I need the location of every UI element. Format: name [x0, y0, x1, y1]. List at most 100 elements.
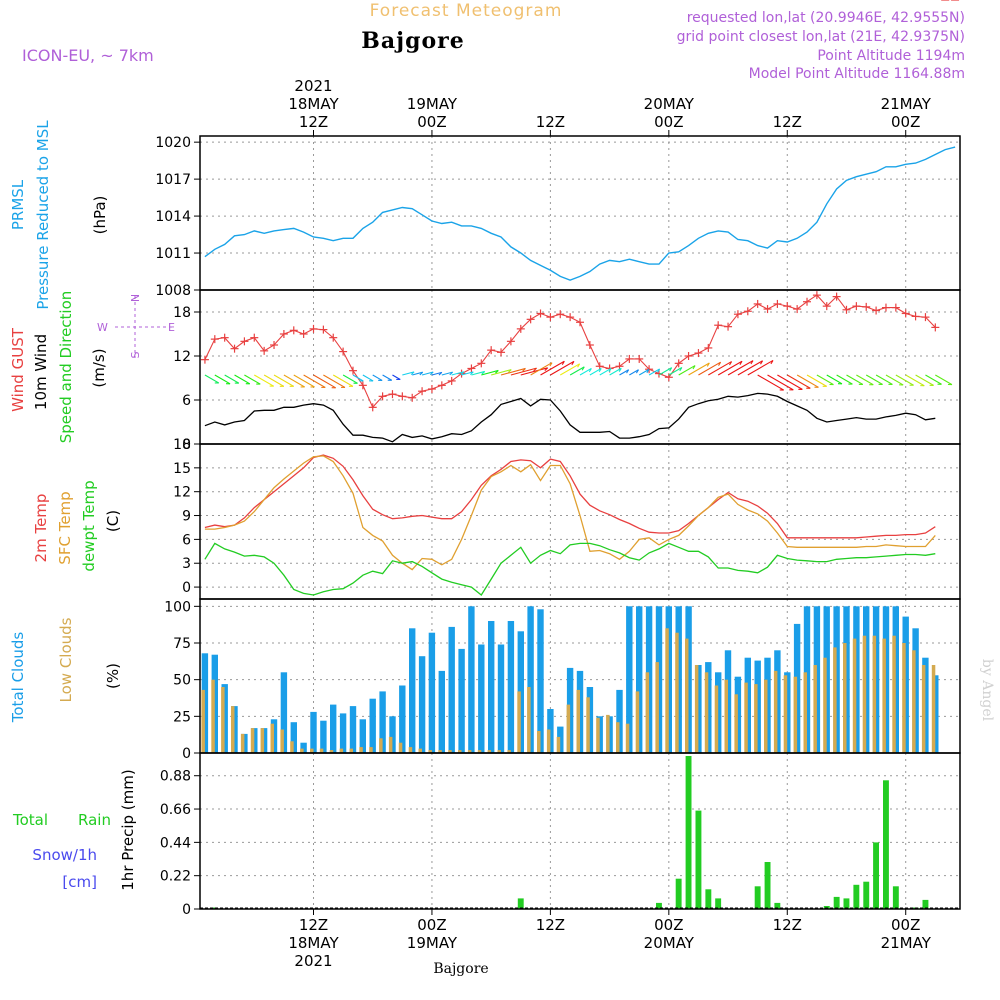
- low-cloud-bar: [645, 672, 650, 753]
- wind-arrow-head: [608, 368, 612, 373]
- time-label: 12Z: [536, 113, 565, 131]
- low-cloud-bar: [339, 748, 344, 753]
- time-label: 12Z: [773, 113, 802, 131]
- low-cloud-bar: [902, 643, 906, 753]
- low-cloud-bar: [783, 675, 788, 753]
- low-cloud-bar: [507, 750, 511, 753]
- low-cloud-bar: [477, 750, 482, 753]
- low-cloud-bar: [685, 638, 689, 753]
- wind-arrow: [865, 374, 883, 385]
- wind-arrow: [619, 369, 629, 376]
- wind-arrow: [806, 374, 827, 387]
- wind-arrow: [313, 374, 336, 389]
- wind-arrow: [678, 365, 696, 376]
- total-cloud-bar: [793, 623, 801, 753]
- total-cloud-bar: [586, 687, 594, 753]
- wind-arrow: [668, 367, 683, 376]
- wind-gust-label: Wind GUST: [9, 327, 27, 412]
- total-cloud-bar: [339, 713, 347, 753]
- wind-arrow: [727, 360, 754, 376]
- low-cloud-bar: [586, 697, 590, 753]
- low-cloud-bar: [793, 676, 798, 753]
- precip-bar: [892, 886, 899, 909]
- low-cloud-bar: [349, 748, 353, 753]
- total-cloud-bar: [310, 711, 317, 753]
- total-cloud-bar: [290, 722, 297, 753]
- wind-arrow: [244, 374, 261, 385]
- time-label: 2021: [294, 952, 332, 970]
- panel-temperature: 0 3 6 9 12 15 18: [173, 437, 960, 599]
- wind-arrow-head: [646, 369, 650, 374]
- total-cloud-bar: [626, 606, 633, 753]
- wind-arrow-head: [729, 361, 733, 366]
- low-cloud-bar: [556, 736, 561, 753]
- wind-arrow: [638, 368, 650, 376]
- low-cloud-bar: [704, 672, 709, 753]
- low-cloud-bar: [388, 736, 393, 753]
- low-cloud-bar: [369, 747, 373, 753]
- total-cloud-bar: [330, 704, 337, 753]
- total-cloud-bar: [468, 606, 475, 753]
- total-cloud-bar: [409, 628, 416, 753]
- time-label: 2021: [294, 77, 332, 95]
- wind-arrow-head: [438, 371, 443, 376]
- wind-arrow: [372, 374, 383, 381]
- total-cloud-bar: [655, 606, 663, 753]
- wind-arrow: [342, 374, 358, 384]
- precip-bar: [774, 902, 781, 909]
- wind-10m-label: 10m Wind: [32, 334, 50, 410]
- panel-clouds: 0 25 50 75 100: [164, 599, 960, 762]
- ytick-label: 6: [182, 393, 191, 409]
- dewpt-line: [204, 542, 936, 596]
- wind-arrow-head: [618, 367, 622, 372]
- precip-bar: [675, 878, 682, 909]
- wind-arrow: [915, 374, 934, 386]
- wind-arrow: [520, 367, 548, 376]
- panel-border: [199, 443, 961, 600]
- precip-bar: [705, 889, 712, 909]
- low-cloud-bar: [744, 682, 748, 753]
- chart-title: Forecast Meteogram: [370, 1, 563, 21]
- pressure-labels: PRMSL Pressure Reduced to MSL (hPa): [9, 120, 109, 310]
- wind-arrow: [362, 374, 374, 382]
- wind-arrow: [885, 374, 904, 386]
- total-cloud-bar: [784, 672, 791, 753]
- precip-bar: [695, 810, 702, 909]
- low-cloud-bar: [546, 729, 551, 753]
- precip-bar: [517, 898, 524, 909]
- panels: 1008101110141017102006121803691215180255…: [155, 0, 961, 918]
- low-cloud-bar: [912, 650, 916, 753]
- wind-arrow-head: [588, 368, 592, 373]
- low-cloud-bar: [359, 747, 363, 753]
- model-label: ICON-EU, ~ 7km: [22, 46, 154, 65]
- low-cloud-bar: [734, 694, 738, 753]
- low-cloud-bar: [833, 647, 837, 753]
- time-label: 00Z: [654, 916, 683, 934]
- wind-arrow: [579, 367, 592, 376]
- compass-s: S: [129, 351, 142, 358]
- wind-arrow: [431, 371, 442, 376]
- time-label: 21MAY: [881, 934, 932, 952]
- wind-arrow: [737, 360, 763, 376]
- low-cloud-bar: [872, 635, 877, 753]
- ytick-label: 0: [182, 746, 191, 762]
- wind-arrow: [826, 374, 843, 385]
- low-cloud-bar: [823, 657, 827, 753]
- ytick-label: 12: [173, 485, 191, 501]
- total-cloud-bar: [636, 606, 643, 753]
- ytick-label: 15: [173, 461, 191, 477]
- wind-arrow-head: [507, 369, 512, 373]
- wind-arrow-head: [460, 371, 465, 375]
- wind-arrow: [569, 366, 585, 376]
- low-cloud-bar: [497, 750, 501, 753]
- precip-bar: [873, 842, 879, 909]
- wind-arrow: [441, 371, 453, 376]
- temp2m-label: 2m Temp: [32, 494, 50, 563]
- wind-arrow: [895, 374, 914, 386]
- compass-e: E: [168, 321, 175, 334]
- wind-arrow-head: [598, 368, 602, 373]
- low-cloud-bar: [655, 662, 659, 753]
- low-cloud-bar: [467, 750, 472, 753]
- low-cloud-bar: [408, 747, 413, 753]
- ytick-label: 0.88: [160, 769, 191, 785]
